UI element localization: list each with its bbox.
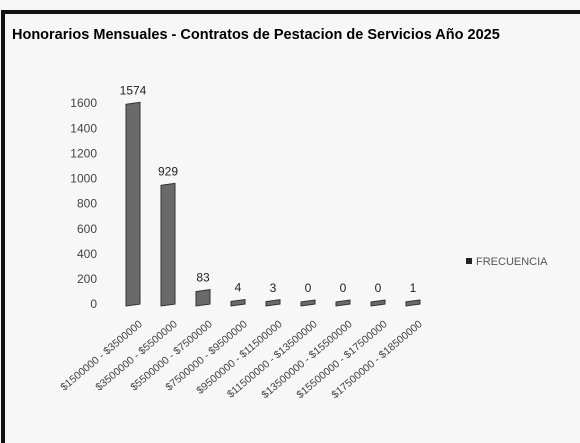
chart-title: Honorarios Mensuales - Contratos de Pest…: [12, 27, 500, 43]
bar: [125, 101, 141, 307]
y-tick-label: 1200: [70, 146, 97, 160]
bar: [300, 299, 316, 307]
y-tick-label: 1000: [70, 172, 97, 186]
legend-label: FRECUENCIA: [476, 256, 548, 268]
value-label: 4: [235, 281, 242, 295]
y-tick-label: 400: [77, 247, 97, 261]
y-tick-label: 800: [77, 197, 97, 211]
bar: [230, 298, 246, 307]
value-label: 0: [340, 281, 347, 295]
value-label: 1: [410, 281, 417, 295]
y-tick-label: 600: [77, 222, 97, 236]
bar: [265, 299, 281, 307]
y-tick-label: 1600: [70, 96, 97, 110]
y-tick-label: 1400: [70, 121, 97, 135]
value-label: 1574: [120, 83, 147, 97]
bar: [195, 289, 211, 307]
value-label: 929: [158, 164, 178, 178]
bar: [370, 299, 386, 307]
bar: [335, 299, 351, 307]
value-label: 0: [375, 281, 382, 295]
frame: [1, 10, 580, 443]
bar: [405, 299, 421, 307]
y-tick-label: 0: [90, 297, 97, 311]
y-tick-label: 200: [77, 272, 97, 286]
value-label: 0: [305, 281, 312, 295]
bar: [160, 182, 176, 307]
legend-swatch: [466, 258, 472, 264]
value-label: 83: [196, 271, 210, 285]
value-label: 3: [270, 281, 277, 295]
